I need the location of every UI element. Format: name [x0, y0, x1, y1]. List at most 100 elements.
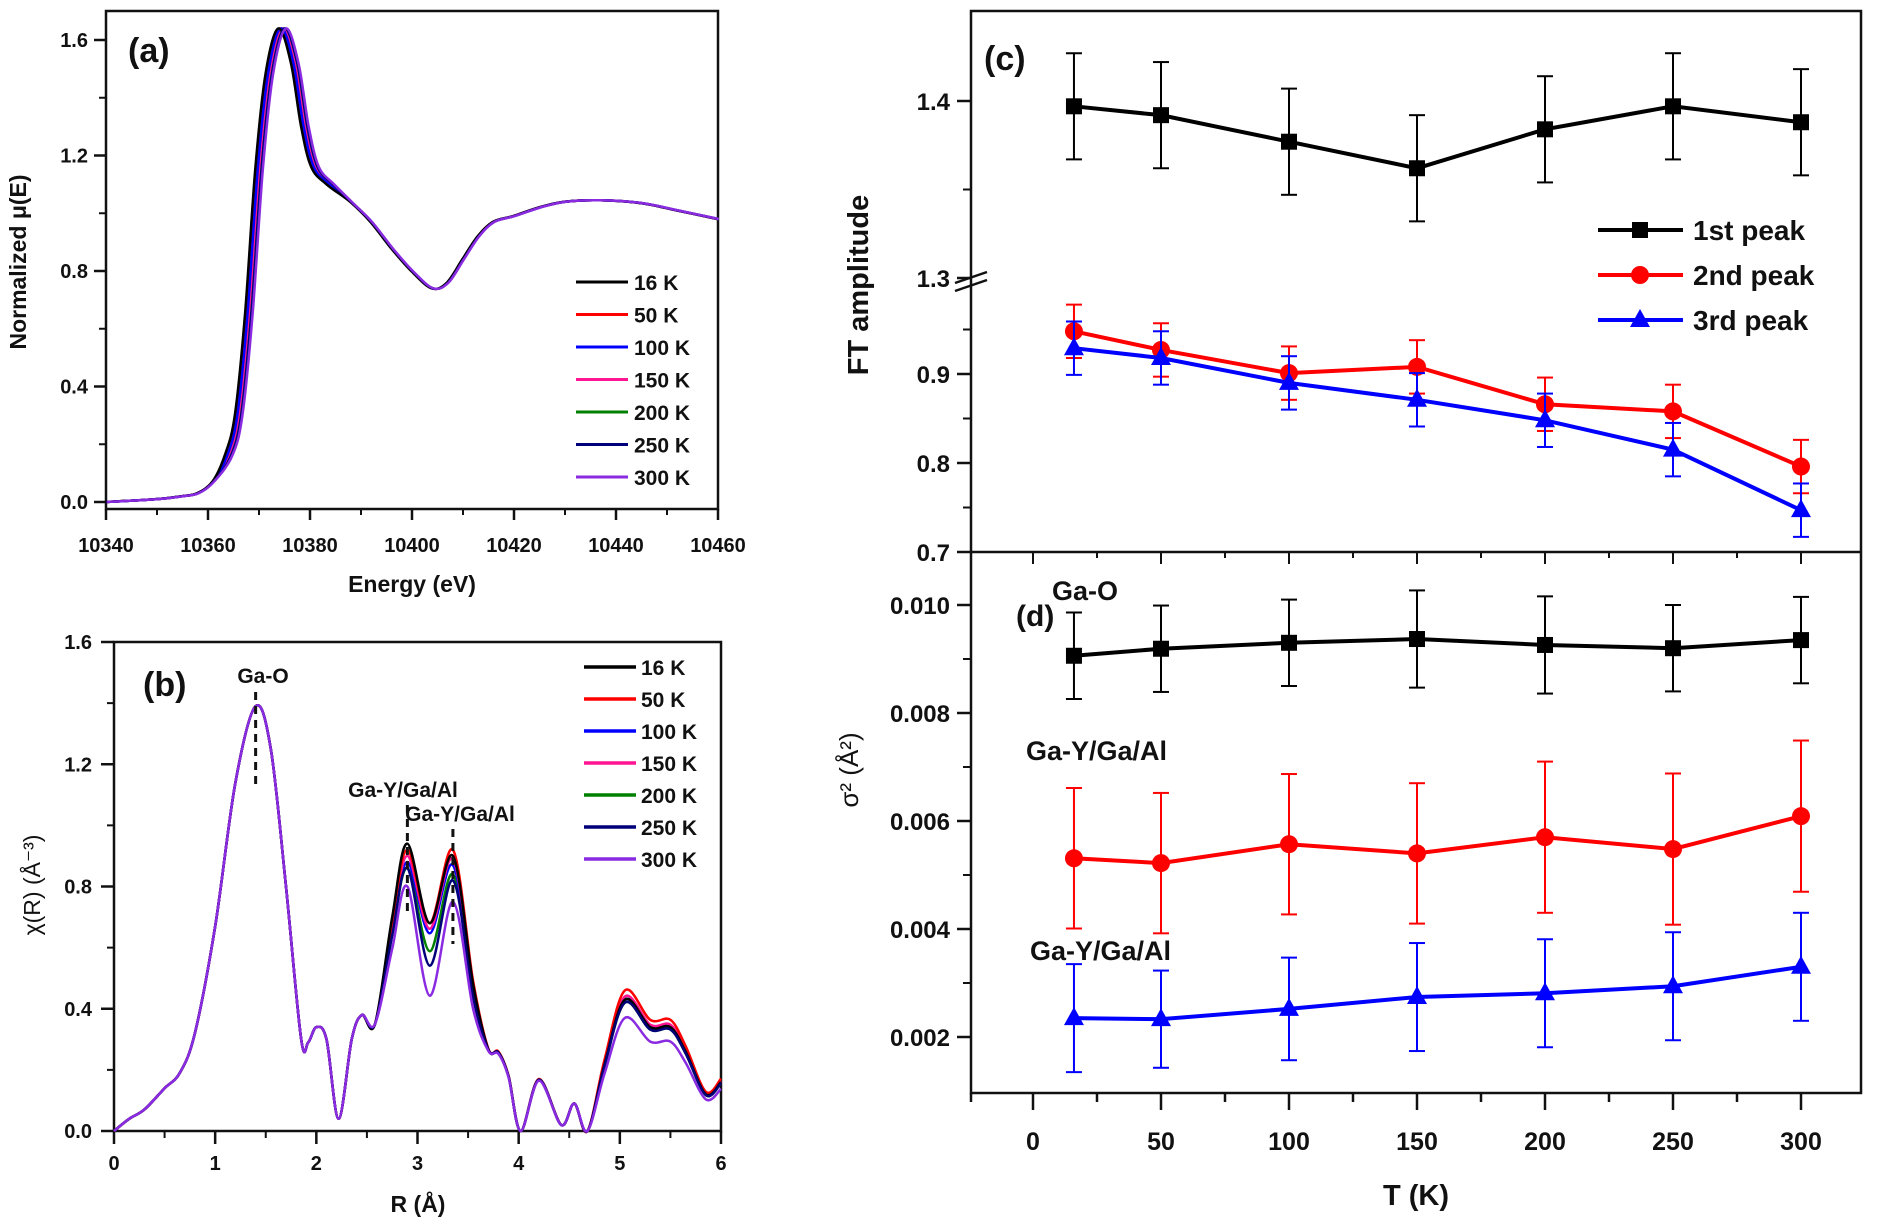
panel-a-ytick-label: 0.8	[60, 261, 88, 283]
panel-a-curve-250K	[106, 27, 719, 504]
data-point	[1064, 849, 1083, 868]
panel-d-label: (d)	[1016, 600, 1054, 633]
panel-d-ytick-label: 0.006	[890, 809, 950, 836]
panel-a-curve-150K	[105, 27, 719, 504]
data-point	[1537, 121, 1553, 138]
data-point	[1279, 371, 1299, 390]
panel-b-xtick-label: 0	[108, 1153, 119, 1175]
panel-a-legend-label: 50 K	[634, 305, 678, 328]
panel-c-ylabel: FT amplitude	[843, 195, 875, 375]
panel-a-xtick-label: 10400	[384, 535, 440, 557]
panel-d-ytick-label: 0.010	[890, 593, 950, 620]
panel-b-xtick-label: 6	[715, 1153, 726, 1175]
panel-d-xtick-label: 200	[1524, 1128, 1566, 1156]
data-point	[1065, 647, 1082, 664]
panel-d-xtick-label: 50	[1147, 1128, 1175, 1156]
data-point	[1663, 438, 1683, 457]
panel-d-ytick-label: 0.008	[890, 701, 950, 728]
data-point	[1665, 640, 1681, 657]
data-point	[1152, 854, 1170, 873]
panel-d-annotation-ga-y-2: Ga-Y/Ga/Al	[1030, 936, 1171, 966]
panel-b-ytick-label: 1.6	[64, 632, 92, 654]
panel-d-series-1	[1065, 589, 1809, 700]
panel-c-legend-label: 2nd peak	[1693, 260, 1815, 291]
data-point	[1537, 636, 1553, 653]
panel-a-legend: 16 K 50 K 100 K 150 K 200 K 250 K 300 K	[576, 272, 690, 490]
panel-a-ytick-label: 1.6	[60, 30, 88, 52]
panel-c-ytick-label: 1.3	[917, 266, 950, 293]
panel-b-ytick-label: 0.4	[64, 999, 93, 1021]
panel-d-ytick-label: 0.002	[890, 1025, 950, 1052]
panel-b-curves	[113, 703, 722, 1134]
panel-b-legend: 16 K 50 K 100 K 150 K 200 K 250 K 300 K	[584, 657, 697, 872]
panel-b-xtick-label: 1	[210, 1153, 221, 1175]
panel-c-series-3	[1063, 320, 1811, 538]
panel-c-legend-marker	[1630, 309, 1650, 327]
panel-b-legend-label: 100 K	[641, 721, 697, 744]
panel-a-curves	[105, 27, 720, 504]
panel-c-legend-marker	[1632, 222, 1648, 238]
panel-a-xtick-label: 10460	[690, 535, 746, 557]
panel-b-ticks: 0 1 2 3 4 5 6 0.0 0.4 0.8 1.2 1.6	[64, 632, 726, 1175]
panel-d-xtick-label: 300	[1780, 1128, 1822, 1156]
panel-a-label: (a)	[128, 32, 170, 70]
data-point	[1665, 98, 1681, 115]
panel-a-xtick-label: 10340	[78, 535, 134, 557]
panel-b-annotation-label: Ga-Y/Ga/Al	[405, 803, 515, 826]
panel-d-ylabel: σ² (Å²)	[834, 732, 864, 807]
data-point	[1063, 337, 1084, 356]
panel-b-xlabel: R (Å)	[391, 1190, 446, 1217]
panel-a-xtick-label: 10380	[282, 535, 338, 557]
panel-d-xtick-label: 250	[1652, 1128, 1694, 1156]
panel-a-xtick-label: 10420	[486, 535, 542, 557]
panel-b-legend-label: 200 K	[641, 785, 697, 808]
data-point	[1792, 457, 1810, 476]
panel-a-ytick-label: 0.0	[60, 492, 88, 514]
axis-break-mark	[954, 278, 988, 293]
panel-a-ticks: 10340 10360 10380 10400 10420 10440 10460 0.0 0.…	[60, 30, 746, 557]
series-line	[1073, 814, 1802, 866]
panel-c-series-1	[1065, 52, 1809, 223]
panel-a-xlabel: Energy (eV)	[348, 571, 476, 597]
panel-a-curve-16K	[105, 27, 718, 504]
panel-d-series-2	[1064, 739, 1810, 935]
panel-a: (a) Energy (eV) Normalized μ(E) 10340 103…	[5, 9, 746, 597]
panel-b-ylabel: χ(R) (Å⁻³)	[18, 835, 45, 936]
panel-c-legend-label: 3rd peak	[1693, 305, 1809, 336]
panel-d-ytick-label: 0.004	[890, 917, 951, 944]
data-point	[1279, 997, 1299, 1016]
panel-a-curve-200K	[106, 27, 719, 504]
data-point	[1535, 409, 1555, 428]
data-point	[1793, 632, 1809, 649]
panel-a-frame	[104, 9, 720, 511]
data-point	[1793, 114, 1809, 131]
panel-a-legend-label: 200 K	[634, 402, 690, 425]
panel-c-ticks: 0.7 0.8 0.9 1.3 1.4	[917, 89, 1802, 567]
panel-c-ytick-label: 0.9	[917, 362, 950, 389]
panel-b-xtick-label: 5	[614, 1153, 625, 1175]
data-point	[1063, 1007, 1084, 1026]
panel-d-xtick-label: 150	[1396, 1128, 1438, 1156]
panel-b-legend-label: 16 K	[641, 657, 685, 680]
panel-b-legend-label: 300 K	[641, 849, 697, 872]
panel-b-label: (b)	[143, 666, 186, 704]
data-point	[1153, 107, 1169, 124]
panel-a-legend-label: 16 K	[634, 272, 678, 295]
panel-c-label: (c)	[984, 40, 1026, 78]
panel-b: (b) R (Å) χ(R) (Å⁻³) 0 1 2 3 4 5 6 0.0 0.4 0.8 1.2…	[18, 632, 727, 1217]
panel-b-legend-label: 250 K	[641, 817, 697, 840]
data-point	[1664, 402, 1682, 421]
panel-a-legend-label: 100 K	[634, 337, 690, 360]
panel-b-ytick-label: 1.2	[64, 754, 92, 776]
axis-break-mark	[954, 270, 988, 285]
data-point	[1280, 835, 1298, 854]
data-point	[1281, 634, 1297, 651]
series-line	[1073, 964, 1802, 1022]
panel-a-curve-100K	[105, 27, 718, 504]
panel-b-legend-label: 50 K	[641, 689, 685, 712]
panel-b-ytick-label: 0.0	[64, 1121, 92, 1143]
panel-a-legend-label: 300 K	[634, 467, 690, 490]
panel-a-xtick-label: 10440	[588, 535, 644, 557]
panel-a-ylabel: Normalized μ(E)	[5, 174, 31, 349]
